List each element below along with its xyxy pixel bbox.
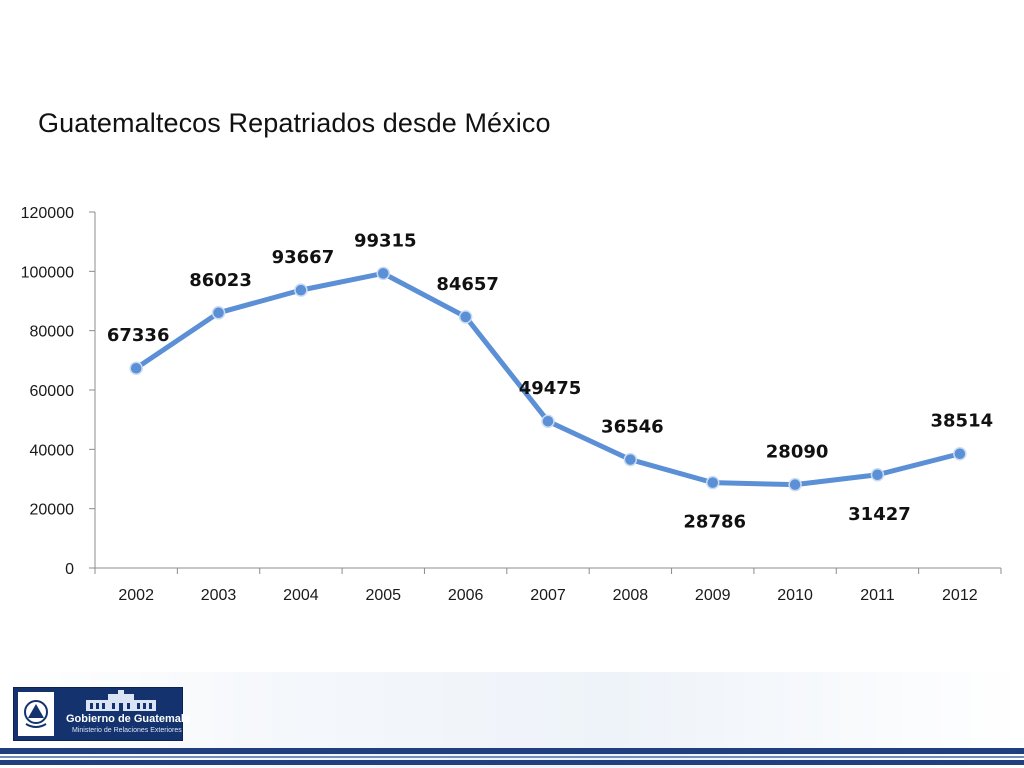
data-label: 99315	[354, 230, 417, 251]
data-label: 31427	[848, 504, 911, 525]
x-tick-label: 2008	[613, 587, 649, 604]
data-point	[623, 452, 638, 467]
data-point	[458, 310, 473, 324]
x-tick-label: 2004	[283, 587, 319, 604]
x-tick-label: 2002	[118, 587, 154, 604]
data-label: 38514	[931, 411, 994, 432]
footer-stripe-top	[0, 748, 1024, 754]
y-tick-label: 20000	[30, 502, 75, 519]
data-point	[376, 266, 391, 281]
y-tick-label: 120000	[21, 205, 74, 222]
x-tick-label: 2011	[860, 587, 895, 604]
palace-icon	[86, 690, 156, 711]
data-point	[953, 446, 967, 461]
data-point	[541, 414, 555, 428]
x-tick-label: 2005	[365, 587, 401, 604]
x-tick-label: 2003	[201, 587, 237, 604]
y-tick-label: 100000	[21, 264, 74, 281]
coat-of-arms-icon	[18, 692, 54, 736]
x-tick-label: 2009	[695, 587, 731, 604]
data-point	[129, 361, 143, 375]
gobierno-logo: Gobierno de Guatemala Ministerio de Rela…	[13, 687, 190, 741]
logo-title: Gobierno de Guatemala	[66, 713, 191, 725]
data-label: 28090	[766, 442, 829, 463]
x-tick-label: 2012	[942, 587, 978, 604]
x-tick-label: 2007	[530, 587, 566, 604]
page-title: Guatemaltecos Repatriados desde México	[38, 108, 551, 138]
data-point	[211, 306, 226, 320]
y-tick-label: 0	[65, 561, 74, 578]
y-tick-label: 80000	[30, 324, 75, 341]
y-tick-label: 40000	[30, 442, 75, 459]
data-label: 93667	[272, 247, 335, 268]
data-label: 67336	[107, 325, 170, 346]
x-tick-label: 2010	[777, 587, 813, 604]
line-chart: 0 20000 40000 60000 80000 100000 120000 2002 200…	[21, 205, 1002, 604]
data-point	[294, 283, 308, 297]
data-point	[788, 477, 802, 492]
y-tick-label: 60000	[30, 383, 75, 400]
x-tick-label: 2006	[448, 587, 484, 604]
data-label: 49475	[519, 378, 582, 399]
data-label: 86023	[189, 270, 252, 291]
data-point	[870, 468, 885, 482]
footer-stripe-thin	[0, 756, 1024, 758]
footer-stripe-bottom	[0, 760, 1024, 765]
data-label: 28786	[683, 512, 746, 533]
data-label: 84657	[436, 274, 499, 295]
data-label: 36546	[601, 417, 664, 438]
logo-subtitle: Ministerio de Relaciones Exteriores	[72, 727, 182, 734]
data-point	[705, 475, 720, 490]
